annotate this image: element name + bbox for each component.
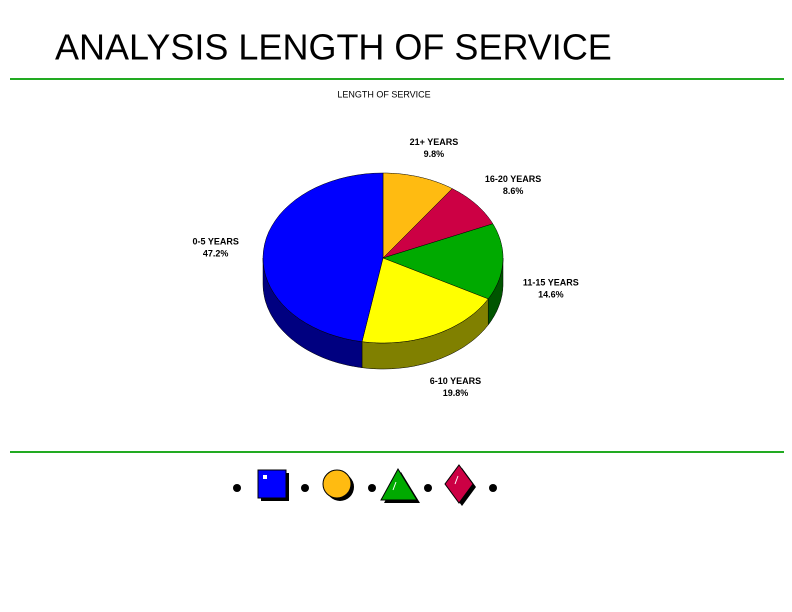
pie: 21+ YEARS 9.8% 16-20 YEARS 8.6% 11-15 YEARS 1… (192, 137, 578, 398)
slice (382, 188, 494, 259)
slide-title: ANALYSIS LENGTH OF SERVICE (55, 27, 612, 68)
slice-value: 14.6% (538, 289, 564, 299)
decoration (233, 464, 497, 506)
slice (262, 172, 384, 342)
slice-label: 6-10 YEARS (430, 376, 481, 386)
slice-value: 47.2% (203, 248, 229, 258)
slice-label: 0-5 YEARS (192, 236, 238, 246)
slice (382, 172, 453, 259)
slice-label: 21+ YEARS (410, 137, 459, 147)
slice (361, 257, 489, 344)
slice-value: 9.8% (424, 149, 445, 159)
slice-value: 8.6% (503, 186, 524, 196)
slice-value: 19.8% (443, 388, 469, 398)
slice-label: 16-20 YEARS (485, 174, 541, 184)
slice-label: 11-15 YEARS (523, 277, 579, 287)
chart-title: LENGTH OF SERVICE (337, 89, 430, 99)
slice (382, 223, 504, 300)
